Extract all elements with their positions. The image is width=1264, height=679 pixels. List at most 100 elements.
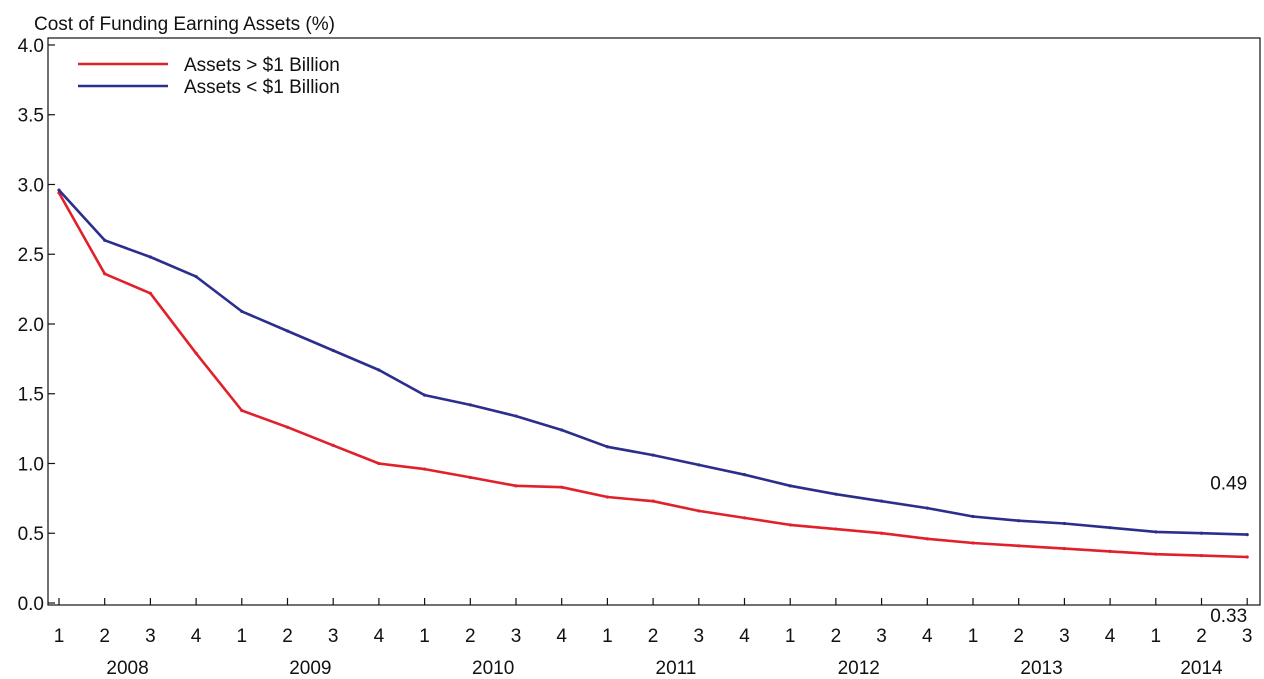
data-point xyxy=(1154,530,1158,534)
year-label: 2013 xyxy=(1020,658,1062,679)
legend-label: Assets > $1 Billion xyxy=(184,55,340,76)
y-tick-label: 2.0 xyxy=(18,315,44,336)
data-point xyxy=(285,425,290,429)
data-point xyxy=(788,484,792,488)
x-tick-label: 2 xyxy=(831,626,842,647)
data-point xyxy=(194,351,198,355)
data-point xyxy=(285,329,290,333)
y-tick-label: 3.5 xyxy=(18,106,44,127)
x-tick-label: 3 xyxy=(1242,626,1253,647)
x-tick-label: 3 xyxy=(876,626,887,647)
data-point xyxy=(560,485,564,489)
x-tick-label: 1 xyxy=(785,626,796,647)
series-layer xyxy=(57,188,1249,559)
data-point xyxy=(1017,544,1021,548)
x-tick-label: 4 xyxy=(739,626,750,647)
data-point xyxy=(1108,526,1112,530)
series-line-2 xyxy=(58,189,1248,536)
data-point xyxy=(925,537,929,541)
data-point xyxy=(834,492,838,496)
data-point xyxy=(331,443,335,447)
end-value-label: 0.49 xyxy=(1210,474,1247,495)
data-point xyxy=(1199,531,1204,535)
x-tick-label: 4 xyxy=(191,626,202,647)
data-point xyxy=(1062,546,1066,551)
y-tick-label: 1.0 xyxy=(18,454,44,475)
x-tick-label: 3 xyxy=(694,626,705,647)
y-tick-label: 0.0 xyxy=(18,594,44,615)
x-tick-label: 2 xyxy=(1196,626,1207,647)
data-point xyxy=(880,499,884,503)
data-point xyxy=(103,238,107,242)
data-point xyxy=(697,463,701,467)
end-labels: 0.33 0.49 xyxy=(1210,474,1247,627)
plot-frame xyxy=(47,37,1261,606)
y-axis: 0.0 0.5 1.0 1.5 2.0 2.5 3.0 3.5 4.0 xyxy=(18,36,55,615)
data-point xyxy=(971,541,975,545)
y-tick-label: 2.5 xyxy=(18,245,44,266)
data-point xyxy=(605,495,610,499)
data-point xyxy=(240,408,244,413)
data-point xyxy=(651,453,655,457)
data-point xyxy=(1199,553,1204,558)
x-tick-label: 2 xyxy=(1013,626,1024,647)
data-point xyxy=(1154,552,1158,556)
y-tick-label: 1.5 xyxy=(18,385,44,406)
data-point xyxy=(880,531,884,535)
data-point xyxy=(605,445,610,449)
data-point xyxy=(1017,519,1021,523)
data-point xyxy=(1245,533,1249,537)
y-tick-label: 3.0 xyxy=(18,175,44,196)
data-point xyxy=(1108,549,1112,553)
x-tick-label: 3 xyxy=(145,626,156,647)
year-label: 2014 xyxy=(1180,658,1223,679)
x-tick-label: 2 xyxy=(465,626,476,647)
data-point xyxy=(971,514,975,519)
data-point xyxy=(788,523,792,527)
x-tick-label: 3 xyxy=(328,626,339,647)
legend-label: Assets < $1 Billion xyxy=(184,77,340,98)
data-point xyxy=(742,516,747,520)
x-tick-label: 2 xyxy=(282,626,293,647)
data-point xyxy=(377,368,381,372)
data-point xyxy=(148,255,152,259)
x-tick-label: 4 xyxy=(1105,626,1116,647)
x-tick-label: 1 xyxy=(54,626,65,647)
x-tick-label: 1 xyxy=(419,626,430,647)
x-tick-label: 2 xyxy=(99,626,110,647)
chart-title: Cost of Funding Earning Assets (%) xyxy=(34,14,335,35)
year-label: 2010 xyxy=(472,658,514,679)
year-label: 2008 xyxy=(106,658,148,679)
data-point xyxy=(560,428,564,432)
data-point xyxy=(834,527,838,531)
x-tick-label: 1 xyxy=(1151,626,1162,647)
data-point xyxy=(651,499,655,503)
data-point xyxy=(468,403,472,407)
data-point xyxy=(240,309,244,314)
end-value-label: 0.33 xyxy=(1210,606,1247,627)
data-point xyxy=(148,291,152,295)
data-point xyxy=(331,348,335,353)
x-axis: 1 2 3 4 1 2 3 4 1 2 3 4 1 2 3 4 1 2 3 4 1 2 3 4 1 2 3 2008 2009 2010 2… xyxy=(54,598,1253,679)
y-tick-label: 4.0 xyxy=(18,36,44,57)
data-point xyxy=(742,473,747,477)
x-tick-label: 1 xyxy=(968,626,979,647)
year-label: 2011 xyxy=(656,658,697,679)
data-point xyxy=(423,467,427,471)
x-tick-label: 4 xyxy=(556,626,567,647)
x-tick-label: 4 xyxy=(922,626,933,647)
data-point xyxy=(423,393,427,397)
year-label: 2012 xyxy=(838,658,880,679)
data-point xyxy=(925,506,929,510)
x-tick-label: 4 xyxy=(374,626,385,647)
data-point xyxy=(514,484,518,488)
data-point xyxy=(194,274,198,279)
x-tick-label: 3 xyxy=(1059,626,1070,647)
year-label: 2009 xyxy=(289,658,331,679)
x-tick-label: 3 xyxy=(511,626,522,647)
x-tick-label: 2 xyxy=(648,626,659,647)
data-point xyxy=(1062,521,1066,526)
x-tick-label: 1 xyxy=(602,626,613,647)
